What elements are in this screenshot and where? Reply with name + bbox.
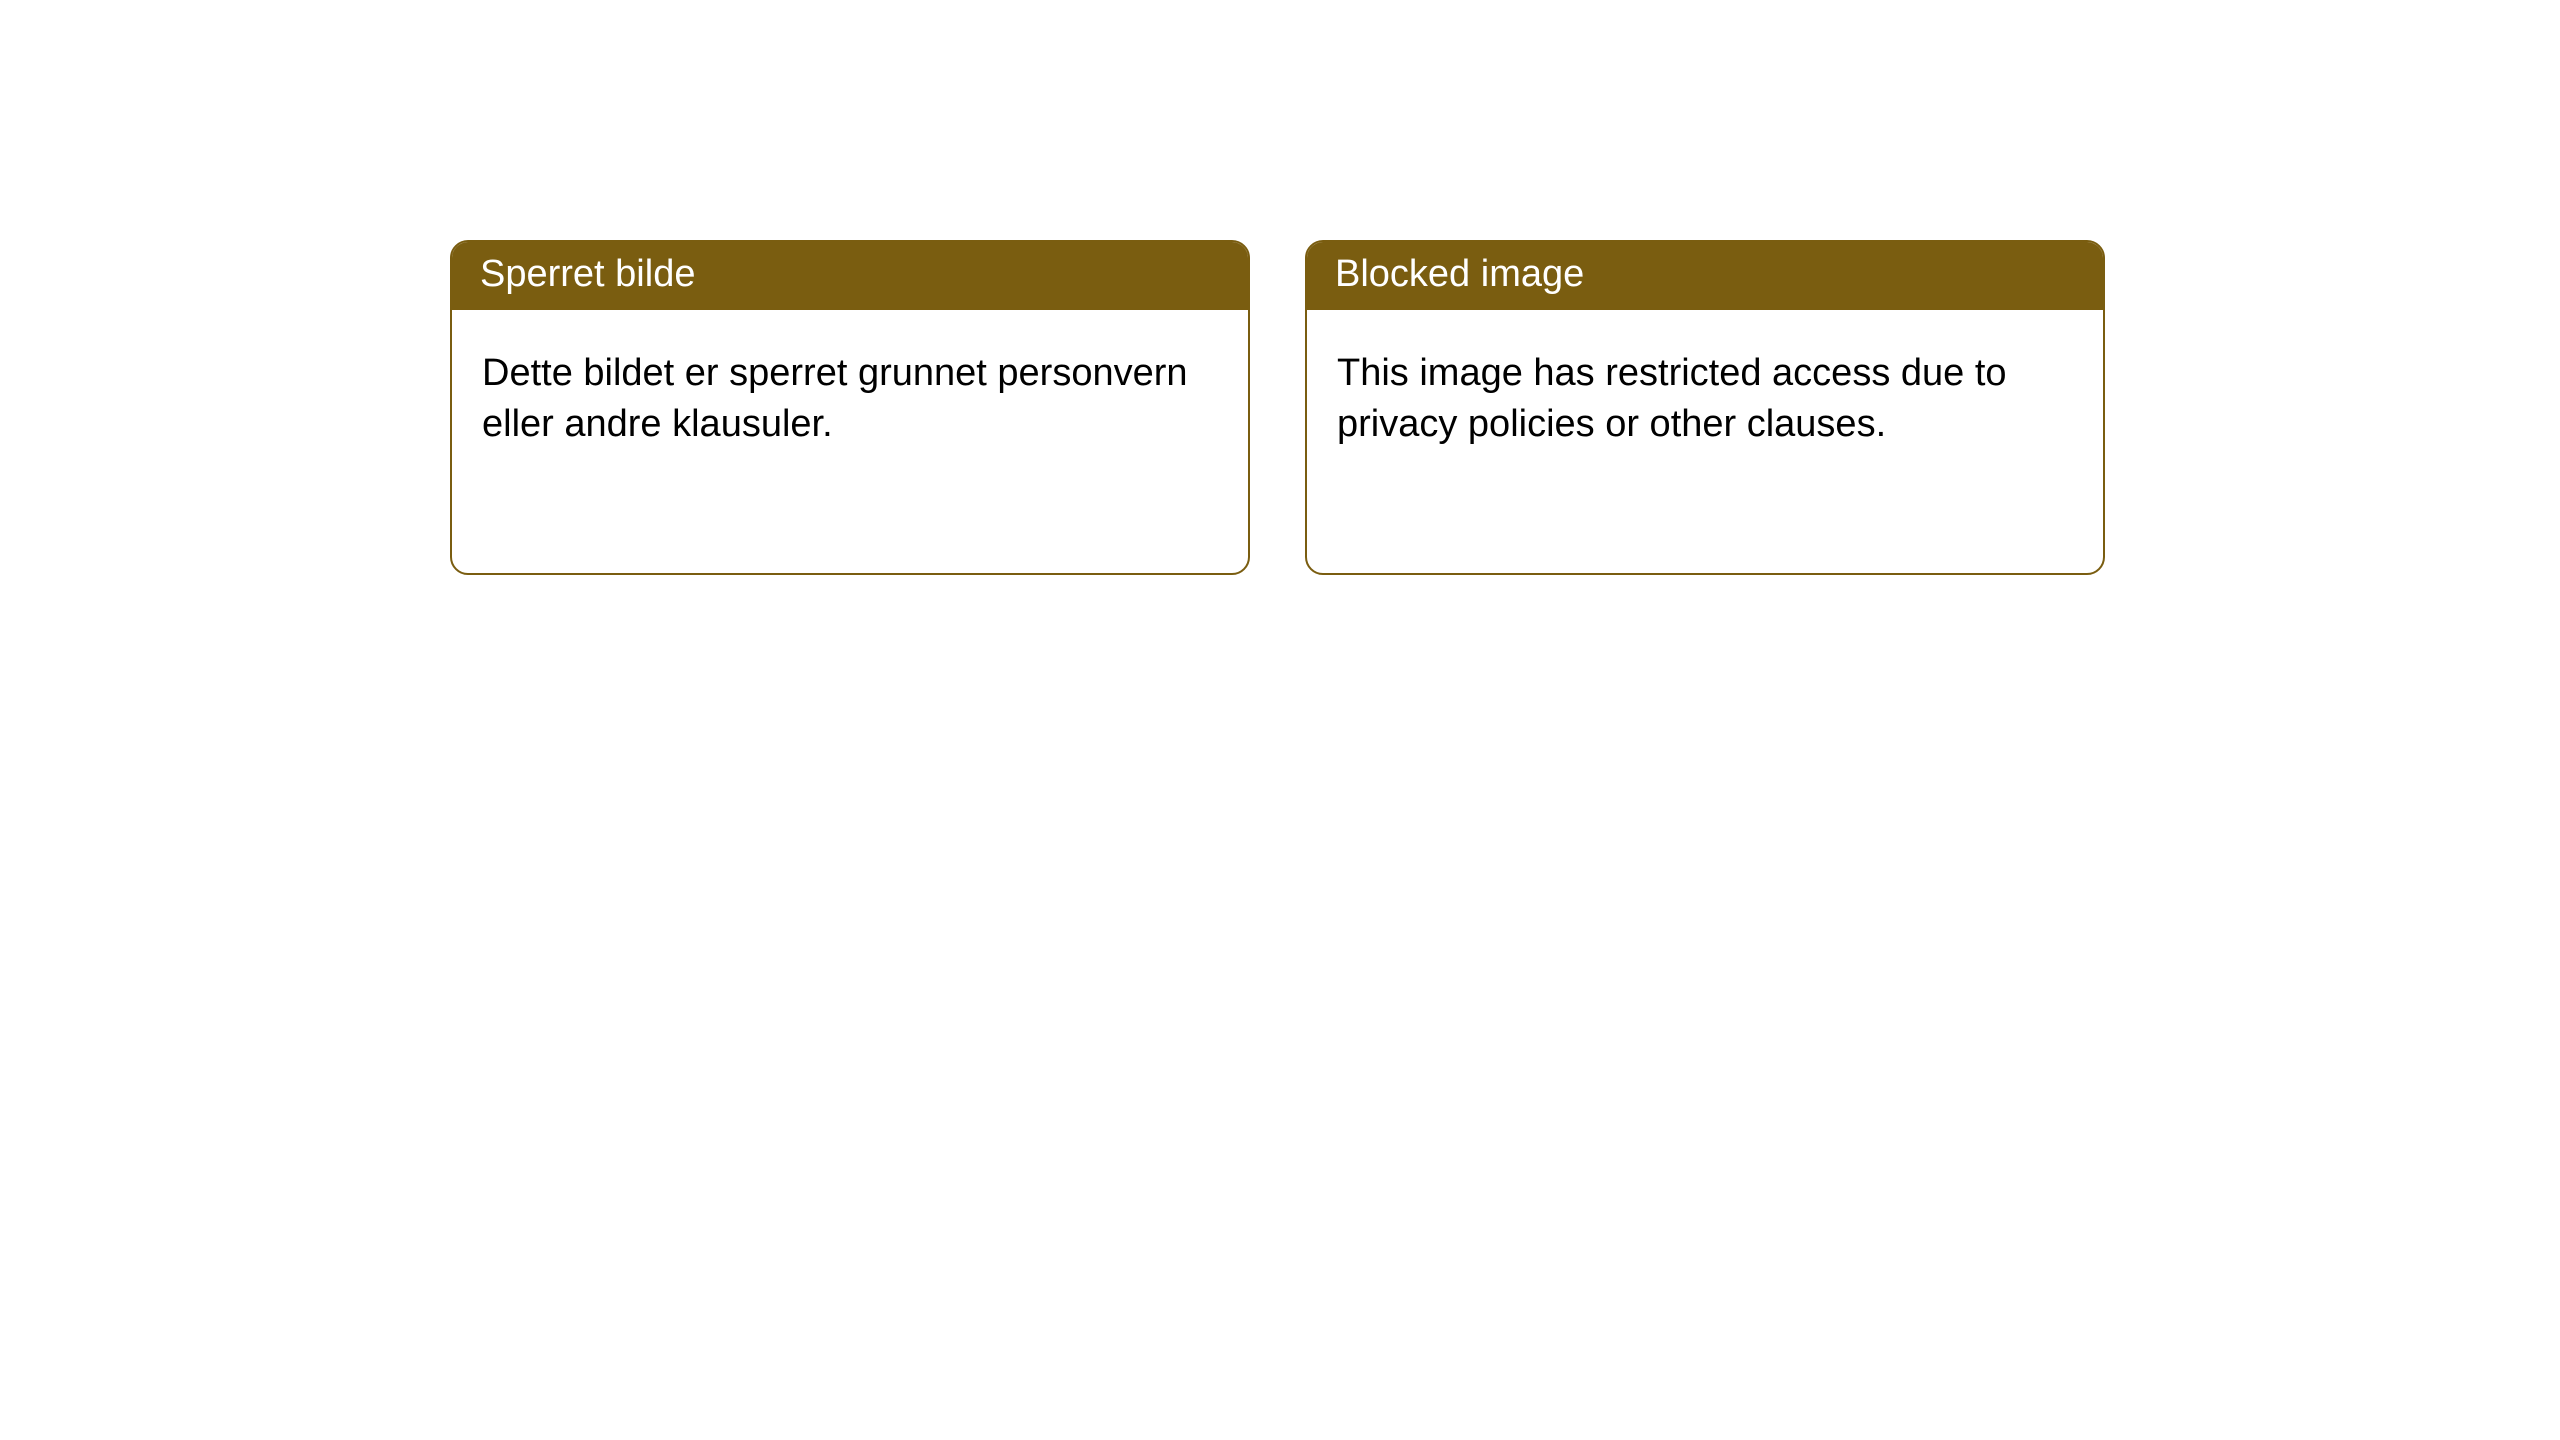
card-title: Sperret bilde: [480, 253, 695, 295]
card-body: This image has restricted access due to …: [1307, 310, 2103, 481]
blocked-image-card-en: Blocked image This image has restricted …: [1305, 240, 2105, 575]
card-body-text: This image has restricted access due to …: [1337, 352, 2007, 445]
notice-container: Sperret bilde Dette bildet er sperret gr…: [0, 0, 2560, 575]
card-body: Dette bildet er sperret grunnet personve…: [452, 310, 1248, 481]
card-header: Sperret bilde: [452, 242, 1248, 310]
blocked-image-card-no: Sperret bilde Dette bildet er sperret gr…: [450, 240, 1250, 575]
card-header: Blocked image: [1307, 242, 2103, 310]
card-title: Blocked image: [1335, 253, 1584, 295]
card-body-text: Dette bildet er sperret grunnet personve…: [482, 352, 1188, 445]
